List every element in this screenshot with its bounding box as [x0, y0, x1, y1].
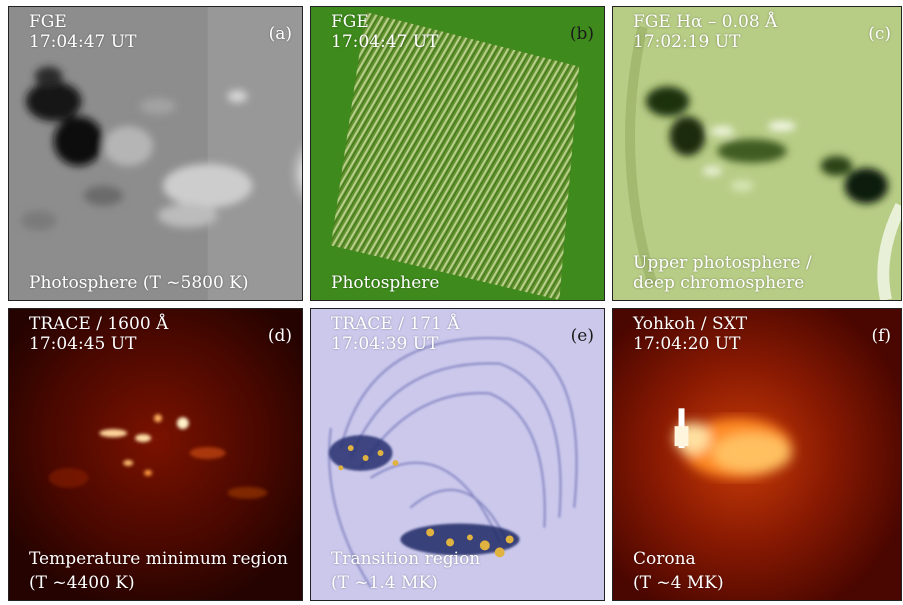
- panel-f-instrument: Yohkoh / SXT: [633, 314, 748, 334]
- panel-a-instrument: FGE: [29, 12, 67, 32]
- panel-c-time: 17:02:19 UT: [633, 32, 741, 52]
- panel-b-instrument: FGE: [331, 12, 369, 32]
- panel-e-instrument: TRACE / 171 Å: [331, 314, 460, 334]
- panel-c-instrument: FGE Hα – 0.08 Å: [633, 12, 778, 32]
- panel-d-letter: (d): [267, 326, 292, 346]
- panel-a-time: 17:04:47 UT: [29, 32, 137, 52]
- panel-f-image: [613, 309, 901, 600]
- panel-c-letter: (c): [868, 24, 891, 44]
- panel-f-yohkoh-sxt: Yohkoh / SXT 17:04:20 UT (f) Corona (T ~…: [612, 308, 902, 601]
- panel-e-trace-171: TRACE / 171 Å 17:04:39 UT (e) Transition…: [310, 308, 605, 601]
- panel-c-halpha: FGE Hα – 0.08 Å 17:02:19 UT (c) Upper ph…: [612, 6, 902, 301]
- panel-e-region-line1: Transition region: [331, 549, 481, 569]
- panel-c-image: [613, 7, 901, 300]
- panel-a-region: Photosphere (T ~5800 K): [29, 273, 249, 293]
- panel-b-letter: (b): [569, 24, 594, 44]
- panel-d-instrument: TRACE / 1600 Å: [29, 314, 169, 334]
- panel-c-region-line2: deep chromosphere: [633, 273, 805, 293]
- panel-d-image: [9, 309, 302, 600]
- panel-b-photosphere-filtered: FGE 17:04:47 UT (b) Photosphere: [310, 6, 605, 301]
- panel-d-time: 17:04:45 UT: [29, 334, 137, 354]
- panel-b-region: Photosphere: [331, 273, 440, 293]
- panel-a-image: [9, 7, 302, 300]
- panel-f-region-line2: (T ~4 MK): [633, 573, 724, 593]
- panel-b-image: [311, 7, 604, 300]
- panel-e-letter: (e): [570, 326, 594, 346]
- panel-e-region-line2: (T ~1.4 MK): [331, 573, 438, 593]
- panel-b-time: 17:04:47 UT: [331, 32, 439, 52]
- panel-d-region-line2: (T ~4400 K): [29, 573, 135, 593]
- panel-e-image: [311, 309, 604, 600]
- panel-e-time: 17:04:39 UT: [331, 334, 439, 354]
- panel-a-letter: (a): [268, 24, 292, 44]
- panel-a-photosphere-magnetogram: FGE 17:04:47 UT (a) Photosphere (T ~5800…: [8, 6, 303, 301]
- panel-c-region-line1: Upper photosphere /: [633, 253, 812, 273]
- panel-f-region-line1: Corona: [633, 549, 696, 569]
- panel-f-letter: (f): [871, 326, 891, 346]
- panel-d-trace-1600: TRACE / 1600 Å 17:04:45 UT (d) Temperatu…: [8, 308, 303, 601]
- panel-f-time: 17:04:20 UT: [633, 334, 741, 354]
- panel-d-region-line1: Temperature minimum region: [29, 549, 289, 569]
